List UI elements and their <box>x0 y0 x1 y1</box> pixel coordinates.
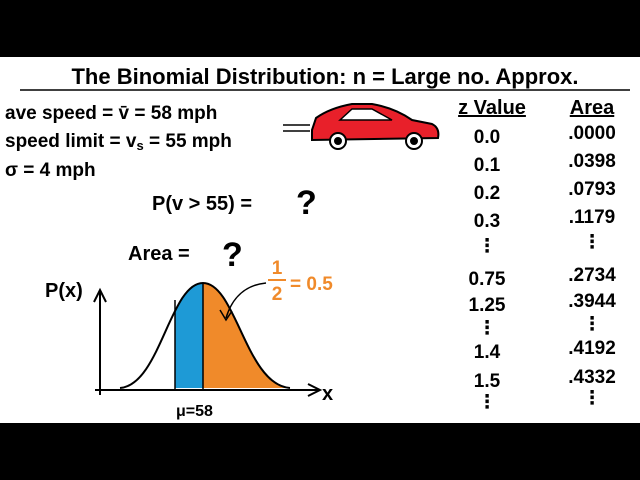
speed-limit-value: = 55 mph <box>144 131 232 152</box>
title: The Binomial Distribution: n = Large no.… <box>71 64 578 89</box>
car-icon <box>311 103 440 150</box>
table-cell: 0.0 <box>474 127 500 148</box>
y-axis-label: P(x) <box>45 280 83 302</box>
table-cell: .4192 <box>568 338 616 359</box>
ave-speed-label: ave speed = <box>5 103 119 124</box>
table-cell: ⋮ <box>583 314 602 335</box>
fraction-denominator: 2 <box>272 284 283 305</box>
table-cell: 1.4 <box>474 342 501 363</box>
ave-speed-value: = 58 mph <box>129 103 217 124</box>
arrowhead <box>93 287 107 303</box>
question-mark: ? <box>296 184 317 222</box>
table-cell: ⋮ <box>478 392 497 413</box>
table-cell: .4332 <box>568 367 616 388</box>
mean-label: μ=58 <box>176 403 213 420</box>
table-cell: ⋮ <box>478 318 497 339</box>
table-cell: 1.25 <box>469 295 506 316</box>
table-cell: .0000 <box>568 123 616 144</box>
ave-speed: ave speed = v̄ = 58 mph <box>5 103 217 124</box>
question-mark: ? <box>222 236 243 274</box>
table-cell: .0793 <box>568 179 616 200</box>
sigma: σ = 4 mph <box>5 160 96 181</box>
table-cell: .0398 <box>568 151 616 172</box>
table-cell: 1.5 <box>474 371 501 392</box>
arrowhead <box>307 383 323 397</box>
z-table: z Value Area 0.0 .0000 0.1 .0398 0.2 .0793 0.3 .1… <box>458 97 616 413</box>
ave-speed-symbol: v̄ <box>119 103 130 124</box>
table-cell: 0.3 <box>474 211 500 232</box>
speed-limit-label: speed limit = <box>5 131 126 152</box>
half-value: = 0.5 <box>290 274 333 295</box>
speed-limit: speed limit = vs = 55 mph <box>5 131 232 153</box>
area-below-mean <box>175 283 203 388</box>
table-header: z Value <box>458 97 526 119</box>
table-header: Area <box>570 97 615 119</box>
table-cell: .1179 <box>569 207 616 228</box>
table-cell: 0.2 <box>474 183 500 204</box>
table-cell: ⋮ <box>583 388 602 409</box>
fraction-numerator: 1 <box>272 258 283 279</box>
pointer-arrow <box>225 282 267 319</box>
x-axis-label: x <box>322 383 333 405</box>
area-above-mean <box>203 283 290 388</box>
table-cell: .2734 <box>568 265 616 286</box>
table-cell: ⋮ <box>583 232 602 253</box>
table-cell: .3944 <box>568 291 616 312</box>
probability-question: P(v > 55) = <box>152 193 252 215</box>
table-cell: 0.1 <box>474 155 501 176</box>
table-cell: 0.75 <box>469 269 506 290</box>
area-question: Area = <box>128 243 190 265</box>
speed-limit-subscript: s <box>136 138 143 153</box>
arrowhead <box>219 309 233 322</box>
speed-limit-symbol: v <box>126 131 137 152</box>
table-cell: ⋮ <box>478 236 497 257</box>
